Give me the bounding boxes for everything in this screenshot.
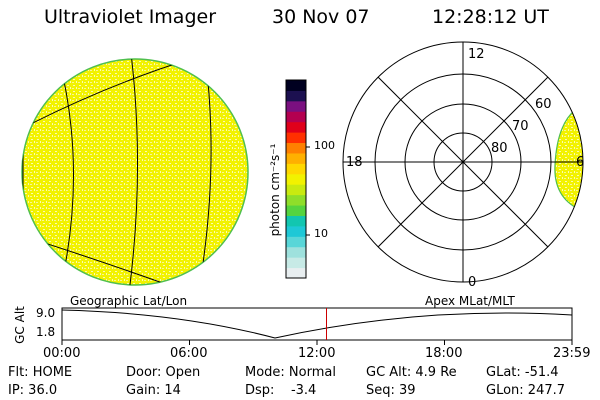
timeline-x-1800: 18:00 [425,346,463,361]
timeline-x-0600: 06:00 [170,346,208,361]
status-glon: GLon: 247.7 [486,383,566,398]
date-label: 30 Nov 07 [272,6,370,28]
geographic-caption: Geographic Lat/Lon [70,294,188,308]
colorbar-step [286,163,306,175]
timeline-x-1200: 12:00 [298,346,336,361]
status-seq: Seq: 39 [366,383,416,398]
colorbar-step [286,246,306,258]
time-label: 12:28:12 UT [432,6,549,28]
colorbar-step [286,205,306,216]
timeline-x-2359: 23:59 [553,346,591,361]
apex-caption: Apex MLat/MLT [425,294,515,308]
colorbar-frame [285,79,307,279]
altitude-timeline [61,307,573,345]
geographic-disk [21,58,249,286]
colorbar-step [286,111,306,123]
colorbar-step [286,267,306,279]
mlt-label-0: 0 [468,275,477,290]
timeline-y-max: 9.0 [36,306,56,320]
colorbar-unit-label: photon cm⁻²s⁻¹ [268,143,282,237]
colorbar-step [286,121,306,133]
status-glat: GLat: -51.4 [486,365,559,380]
colorbar-step [286,100,306,112]
colorbar-step [286,80,306,91]
mlat-label-70: 70 [512,119,529,134]
status-ip: IP: 36.0 [8,383,58,398]
status-gain: Gain: 14 [126,383,181,398]
colorbar [285,79,310,279]
window-title: Ultraviolet Imager [44,6,217,28]
colorbar-tick-10: 10 [314,227,328,240]
colorbar-step [286,142,306,154]
mlt-label-18: 18 [346,155,363,170]
mlt-label-12: 12 [468,47,485,62]
colorbar-step [286,194,306,206]
timeline-axis-label: GC Alt [13,306,27,344]
status-dsp: Dsp: -3.4 [245,383,317,398]
gc-altitude-curve [61,309,573,339]
status-door: Door: Open [126,365,201,380]
longitude-line [57,59,74,285]
mlat-label-60: 60 [535,97,552,112]
longitude-line [127,59,139,285]
timeline-x-0000: 00:00 [43,346,81,361]
mlt-label-6: 6 [576,155,585,170]
colorbar-step [286,215,306,227]
colorbar-step [286,90,306,102]
colorbar-step [286,236,306,248]
mlt-diagonal [377,76,549,248]
colorbar-step [286,132,306,144]
status-gc-alt: GC Alt: 4.9 Re [366,365,457,380]
status-flt: Flt: HOME [8,365,73,380]
colorbar-step [286,184,306,196]
colorbar-step [286,173,306,185]
timeline-y-min: 1.8 [36,325,56,339]
colorbar-tick-100: 100 [314,139,335,152]
colorbar-step [286,152,306,164]
colorbar-step [286,257,306,269]
colorbar-step [286,225,306,237]
mlat-label-80: 80 [491,141,508,156]
status-mode: Mode: Normal [245,365,336,380]
polar-plot [342,41,584,283]
